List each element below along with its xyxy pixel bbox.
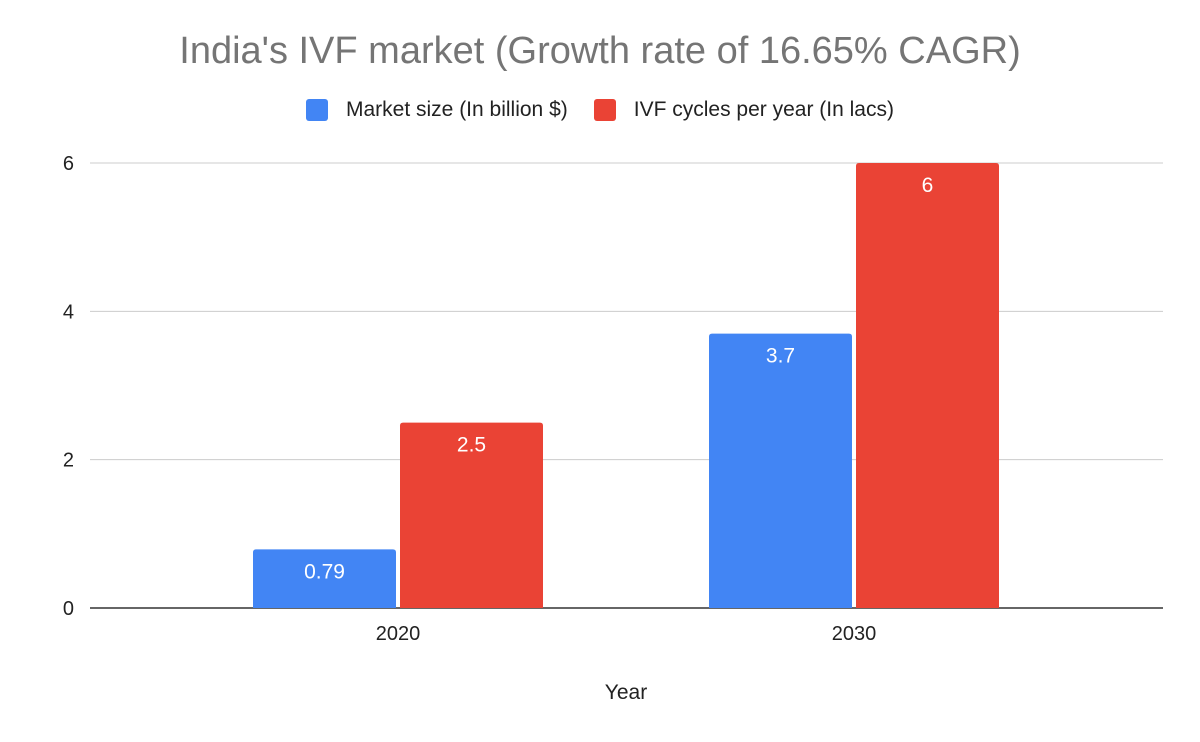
bar-label-market-size-2020: 0.79 [304, 560, 345, 583]
bar-market-size-2020[interactable] [253, 549, 396, 608]
y-tick-label: 6 [63, 153, 74, 175]
legend-swatch-market-size [306, 99, 328, 121]
x-tick-label: 2030 [832, 623, 877, 645]
bar-ivf-cycles-2020[interactable] [400, 422, 543, 608]
bar-ivf-cycles-2030[interactable] [856, 163, 999, 608]
legend-item-ivf-cycles[interactable]: IVF cycles per year (In lacs) [593, 98, 894, 122]
y-tick-label: 4 [63, 301, 74, 323]
x-tick-label: 2020 [376, 623, 421, 645]
legend-label-market-size: Market size (In billion $) [346, 98, 568, 121]
bar-label-ivf-cycles-2020: 2.5 [457, 434, 486, 457]
chart-title: India's IVF market (Growth rate of 16.65… [179, 30, 1021, 72]
bar-label-ivf-cycles-2030: 6 [922, 174, 934, 197]
x-axis-title: Year [605, 681, 647, 704]
y-tick-label: 0 [63, 598, 74, 620]
bar-label-market-size-2030: 3.7 [766, 345, 795, 368]
legend-swatch-ivf-cycles [593, 99, 616, 121]
bar-market-size-2030[interactable] [709, 333, 852, 608]
y-tick-label: 2 [63, 450, 74, 472]
legend-item-market-size[interactable]: Market size (In billion $) [306, 98, 568, 122]
legend-label-ivf-cycles: IVF cycles per year (In lacs) [633, 98, 894, 121]
legend: Market size (In billion $) IVF cycles pe… [0, 98, 1200, 122]
